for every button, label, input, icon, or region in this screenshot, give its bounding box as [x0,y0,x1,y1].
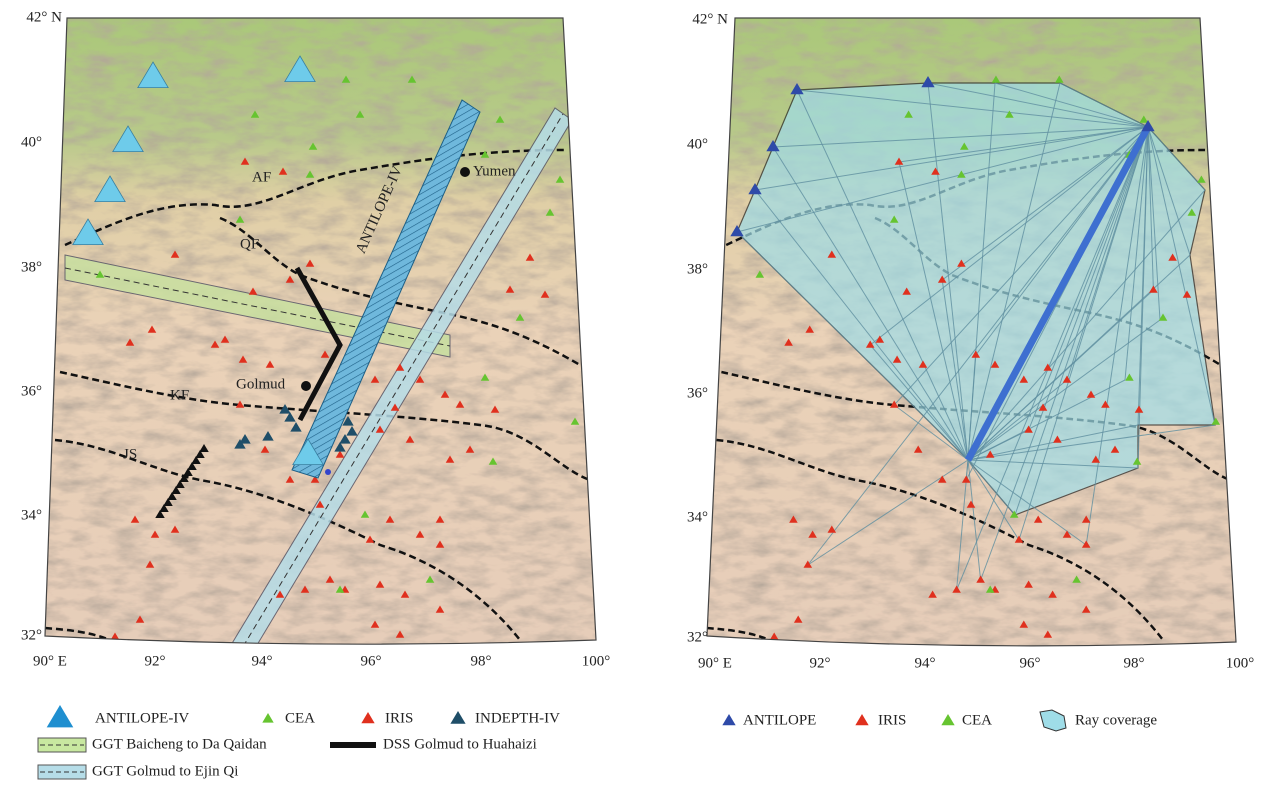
annotation: JS [123,446,137,462]
lat-label: 36° [21,383,42,399]
map-area [662,10,1262,650]
legends: ANTILOPE-IV CEA IRIS INDEPTH-IV GGT Baicheng… [38,705,1157,779]
legend-symbol [262,713,273,723]
legend-symbol [361,712,374,723]
legend-label: ANTILOPE-IV [95,710,189,726]
city-marker [460,167,470,177]
legend-symbol [38,738,86,752]
lon-label: 90° E [33,653,67,669]
legend-label: CEA [962,712,992,728]
lat-label: 38° [21,259,42,275]
legend-label: DSS Golmud to Huahaizi [383,736,537,752]
lon-label: 90° E [698,655,732,671]
city-marker [301,381,311,391]
legend-symbol [450,711,465,724]
annotation: AF [252,169,271,185]
legend-label: CEA [285,710,315,726]
legend-label: IRIS [878,712,906,728]
lat-label: 32° [687,629,708,645]
lat-label: 38° [687,261,708,277]
legend-symbol [1040,710,1066,731]
lat-label: 32° [21,627,42,643]
station-marker [325,469,331,475]
legend-symbol [38,765,86,779]
legend-label: Ray coverage [1075,712,1157,728]
map-area [0,10,600,660]
lon-label: 98° [1124,655,1145,671]
legend-label: GGT Baicheng to Da Qaidan [92,736,267,752]
lon-label: 100° [582,653,611,669]
lon-label: 94° [915,655,936,671]
lat-label: 42° N [26,9,62,25]
annotation: Yumen [473,163,516,179]
legend-symbol [722,714,735,725]
lon-label: 96° [361,653,382,669]
lat-label: 40° [687,136,708,152]
lat-label: 34° [21,507,42,523]
legend-symbol [941,714,954,725]
lat-label: 34° [687,509,708,525]
annotation: QF [240,236,259,252]
lon-label: 96° [1020,655,1041,671]
left-map: AFQFKFJSYumenGolmudANTILOPE-IV42° N90° E… [0,9,610,669]
lat-label: 36° [687,385,708,401]
lon-label: 92° [145,653,166,669]
legend-label: IRIS [385,710,413,726]
lat-label: 42° N [692,11,728,27]
annotation: Golmud [236,376,286,392]
lon-label: 94° [252,653,273,669]
lon-label: 100° [1226,655,1255,671]
legend-label: INDEPTH-IV [475,710,560,726]
right-map: 42° N 90° E 40° 92° 38° 94° 36° 96° 34° 98° 32° 100… [662,10,1262,671]
figure: AF QF KF JS Yumen Golmud ANTILOPE-IV 42° N 90° E… [0,0,1262,785]
lat-label: 40° [21,134,42,150]
lon-label: 92° [810,655,831,671]
annotation: KF [170,387,189,403]
legend-symbol [47,705,74,727]
legend-label: ANTILOPE [743,712,816,728]
legend-label: GGT Golmud to Ejin Qi [92,763,238,779]
lon-label: 98° [471,653,492,669]
legend-symbol [855,714,868,725]
